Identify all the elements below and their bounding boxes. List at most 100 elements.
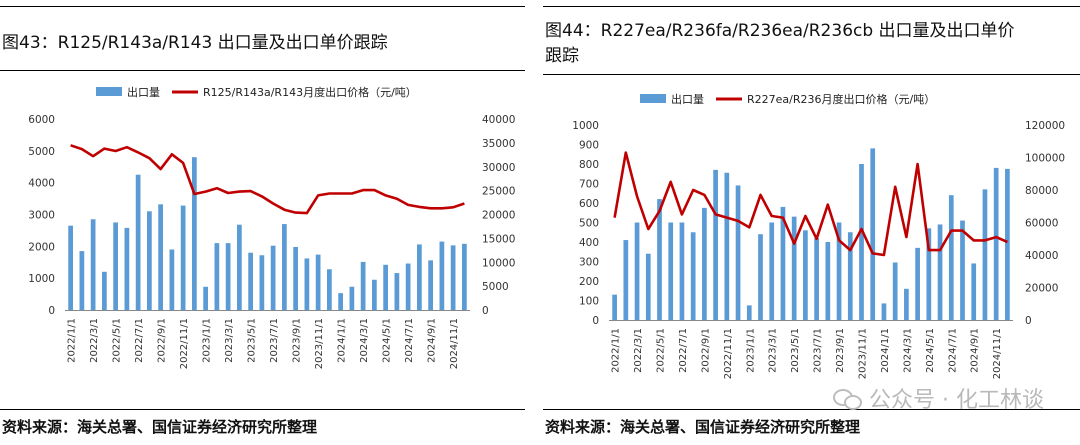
bar bbox=[394, 273, 400, 310]
x-tick-label: 2022/11/1 bbox=[179, 318, 190, 369]
x-tick-label: 2022/9/1 bbox=[700, 328, 711, 373]
x-tick-label: 2022/7/1 bbox=[134, 318, 145, 363]
y-left-tick-label: 600 bbox=[579, 198, 599, 210]
bar bbox=[915, 247, 920, 320]
figure-title-line2: 跟踪 bbox=[545, 46, 579, 66]
bar bbox=[68, 225, 73, 310]
bar bbox=[282, 224, 287, 310]
bar bbox=[293, 246, 298, 310]
y-right-tick-label: 20000 bbox=[1025, 283, 1058, 295]
bar bbox=[735, 185, 741, 320]
bar bbox=[937, 224, 943, 320]
y-right-tick-label: 20000 bbox=[482, 210, 515, 222]
bar bbox=[315, 254, 321, 310]
figure-title: 图43：R125/R143a/R143 出口量及出口单价跟踪 bbox=[2, 33, 388, 53]
bar bbox=[113, 222, 118, 310]
top-rule bbox=[0, 6, 525, 7]
x-tick-label: 2024/5/1 bbox=[382, 318, 393, 363]
y-left-tick-label: 800 bbox=[579, 159, 599, 171]
bar bbox=[612, 294, 617, 320]
bar bbox=[304, 258, 310, 310]
bar bbox=[971, 263, 977, 320]
source-note: 资料来源：海关总署、国信证券经济研究所整理 bbox=[2, 418, 318, 436]
legend-label-line: R125/R143a/R143月度出口价格（元/吨） bbox=[203, 85, 417, 99]
bar bbox=[147, 211, 152, 310]
figure-title-line1: 图44：R227ea/R236fa/R236ea/R236cb 出口量及出口单价 bbox=[545, 21, 1015, 41]
y-right-tick-label: 40000 bbox=[1025, 250, 1058, 262]
bar bbox=[158, 204, 163, 310]
bar bbox=[383, 264, 388, 310]
x-tick-label: 2022/3/1 bbox=[89, 318, 100, 363]
y-left-tick-label: 1000 bbox=[28, 273, 55, 285]
bar bbox=[1005, 168, 1010, 320]
bar bbox=[259, 255, 265, 310]
bar bbox=[758, 234, 763, 320]
bar bbox=[225, 243, 231, 310]
y-left-tick-label: 400 bbox=[579, 237, 599, 249]
bar bbox=[724, 172, 730, 320]
x-tick-label: 2023/7/1 bbox=[813, 328, 824, 373]
source-note: 资料来源：海关总署、国信证券经济研究所整理 bbox=[545, 418, 861, 436]
bar bbox=[192, 157, 197, 310]
y-right-tick-label: 35000 bbox=[482, 138, 515, 150]
y-right-tick-label: 60000 bbox=[1025, 218, 1058, 230]
bar bbox=[847, 232, 853, 320]
title-rule bbox=[543, 74, 1080, 75]
x-tick-label: 2023/3/1 bbox=[224, 318, 235, 363]
y-right-tick-label: 40000 bbox=[482, 114, 515, 126]
x-tick-label: 2022/7/1 bbox=[678, 328, 689, 373]
bar bbox=[214, 243, 220, 310]
price-line bbox=[70, 144, 465, 215]
legend-label-bar: 出口量 bbox=[671, 92, 704, 106]
y-left-tick-label: 900 bbox=[579, 140, 599, 152]
bar bbox=[237, 224, 242, 310]
x-tick-label: 2023/5/1 bbox=[247, 318, 258, 363]
source-rule bbox=[543, 409, 1080, 410]
bar bbox=[993, 167, 999, 320]
y-left-tick-label: 0 bbox=[48, 305, 55, 317]
bar bbox=[702, 207, 707, 320]
x-tick-label: 2023/9/1 bbox=[835, 328, 846, 373]
bar bbox=[405, 263, 411, 310]
x-tick-label: 2023/9/1 bbox=[292, 318, 303, 363]
bar bbox=[102, 271, 107, 310]
x-tick-label: 2023/11/1 bbox=[314, 318, 325, 369]
title-rule bbox=[0, 70, 525, 71]
bar bbox=[926, 228, 932, 320]
bar bbox=[713, 169, 718, 320]
bar bbox=[859, 164, 864, 320]
legend-swatch-bar bbox=[640, 94, 666, 103]
y-left-tick-label: 3000 bbox=[28, 210, 55, 222]
bar bbox=[814, 238, 819, 320]
x-tick-label: 2022/1/1 bbox=[67, 318, 78, 363]
bar bbox=[327, 269, 332, 310]
top-rule bbox=[543, 6, 1080, 7]
bar bbox=[679, 222, 685, 320]
y-left-tick-label: 2000 bbox=[28, 241, 55, 253]
x-tick-label: 2022/9/1 bbox=[157, 318, 168, 363]
y-right-tick-label: 15000 bbox=[482, 233, 515, 245]
bar bbox=[439, 241, 445, 310]
bar bbox=[79, 251, 85, 310]
bar bbox=[668, 222, 674, 320]
x-tick-label: 2024/3/1 bbox=[902, 328, 913, 373]
bar bbox=[428, 260, 433, 310]
x-tick-label: 2024/9/1 bbox=[427, 318, 438, 363]
y-left-tick-label: 0 bbox=[592, 315, 599, 327]
bar bbox=[881, 303, 887, 320]
bar bbox=[270, 245, 276, 310]
y-right-tick-label: 5000 bbox=[482, 281, 509, 293]
bar bbox=[948, 195, 954, 320]
x-tick-label: 2023/7/1 bbox=[269, 318, 280, 363]
chart-panel-left: 图43：R125/R143a/R143 出口量及出口单价跟踪 出口量 R125/R… bbox=[0, 0, 525, 445]
x-tick-label: 2023/3/1 bbox=[768, 328, 779, 373]
x-tick-label: 2024/9/1 bbox=[970, 328, 981, 373]
bar bbox=[870, 148, 876, 320]
bar bbox=[690, 232, 696, 320]
y-right-tick-label: 10000 bbox=[482, 257, 515, 269]
bar bbox=[892, 262, 898, 320]
y-right-tick-label: 25000 bbox=[482, 186, 515, 198]
chat-bubbles-icon bbox=[833, 387, 863, 410]
y-right-tick-label: 100000 bbox=[1025, 153, 1065, 165]
watermark: 公众号 · 化工林谈 bbox=[833, 382, 1044, 414]
